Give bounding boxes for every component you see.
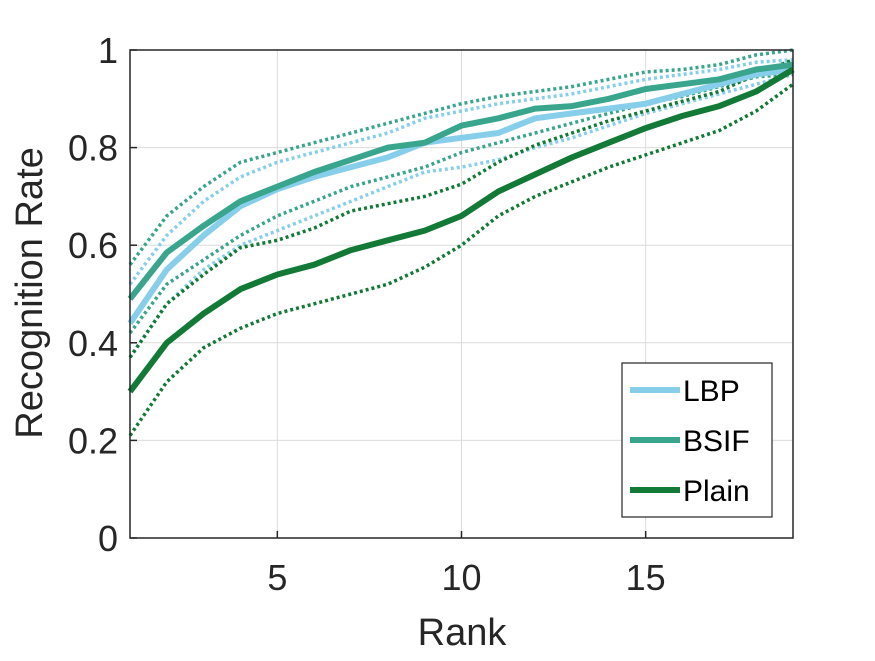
band-line [128, 48, 794, 266]
axis-ticks: 5 10 15 0 0.2 0.4 0.6 0.8 1 [68, 30, 666, 598]
series-line-bsif [127, 61, 794, 301]
legend-label-plain: Plain [683, 475, 750, 508]
y-axis-title: Recognition Rate [9, 147, 51, 439]
x-tick-label: 15 [626, 557, 666, 598]
legend-label-lbp: LBP [683, 375, 740, 408]
x-tick-label: 5 [267, 557, 287, 598]
y-tick-label: 0.8 [68, 128, 118, 169]
legend: LBP BSIF Plain [621, 362, 773, 518]
x-tick-label: 10 [441, 557, 481, 598]
band-line [128, 58, 794, 286]
series-lines [127, 61, 795, 394]
band-line [128, 82, 795, 437]
legend-label-bsif: BSIF [683, 425, 750, 458]
y-tick-label: 1 [98, 30, 118, 71]
series-line-plain [127, 66, 795, 394]
band-line [128, 58, 794, 359]
y-tick-label: 0.2 [68, 420, 118, 461]
band-line [128, 72, 794, 359]
y-tick-label: 0.6 [68, 225, 118, 266]
y-tick-label: 0.4 [68, 323, 118, 364]
series-line-lbp [127, 66, 794, 325]
y-tick-label: 0 [98, 518, 118, 559]
x-axis-title: Rank [418, 612, 508, 654]
